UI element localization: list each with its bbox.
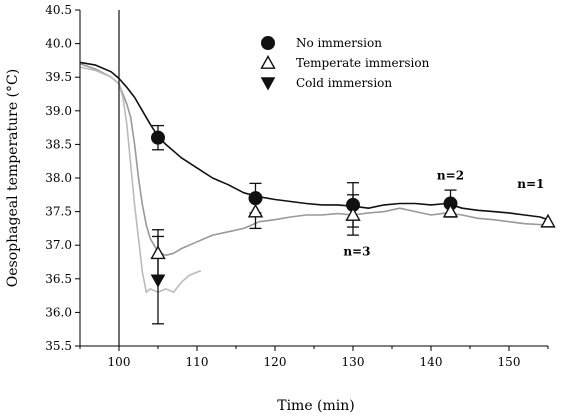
data-point (442, 203, 459, 218)
error-bars (152, 124, 457, 325)
series-lines (79, 61, 549, 293)
y-tick-label: 39.5 (45, 70, 72, 84)
data-point (150, 245, 166, 260)
legend-marker-1 (261, 36, 275, 50)
data-point (540, 213, 556, 228)
annotation-label: n=3 (343, 244, 370, 258)
series-line-1 (79, 61, 549, 221)
y-tick-label: 36.0 (45, 305, 72, 319)
x-tick-label: 120 (264, 355, 287, 369)
x-tick-label: 150 (498, 355, 521, 369)
y-tick-label: 39.0 (45, 104, 72, 118)
data-point (150, 274, 166, 288)
y-tick-label: 35.5 (45, 339, 72, 353)
legend-label-1: No immersion (296, 36, 382, 50)
y-axis-label: Oesophageal temperature (°C) (5, 69, 21, 287)
y-tick-label: 40.5 (45, 3, 72, 17)
legend-label-3: Cold immersion (296, 76, 392, 90)
x-axis-label: Time (min) (277, 398, 355, 414)
y-tick-label: 37.5 (45, 205, 72, 219)
data-point (345, 207, 361, 221)
x-tick-label: 130 (342, 355, 365, 369)
y-tick-label: 38.5 (45, 137, 72, 151)
annotation-label: n=2 (437, 168, 464, 182)
data-markers (150, 130, 556, 288)
legend-marker-2 (260, 55, 276, 69)
y-tick-label: 38.0 (45, 171, 72, 185)
annotation-label: n=1 (517, 177, 544, 191)
legend-label-2: Temperate immersion (296, 56, 430, 70)
y-tick-label: 40.0 (45, 37, 72, 51)
y-tick-label: 37.0 (45, 238, 72, 252)
legend-marker-3 (260, 77, 276, 91)
data-point (247, 203, 264, 218)
series-line-3 (79, 66, 202, 293)
x-tick-label: 140 (420, 355, 443, 369)
data-point (248, 191, 263, 206)
y-tick-label: 36.5 (45, 272, 72, 286)
x-tick-label: 100 (108, 355, 131, 369)
sample-size-annotations: n=3 n=2 n=1 (343, 168, 544, 258)
data-point (151, 130, 165, 145)
series-line-2 (79, 63, 549, 257)
axis-ticks: 35.5 36.0 36.5 37.0 37.5 38.0 38.5 39.0 39.5 40.0… (45, 3, 549, 369)
legend: No immersion Temperate immersion Cold imme… (260, 36, 430, 91)
x-tick-label: 110 (186, 355, 209, 369)
